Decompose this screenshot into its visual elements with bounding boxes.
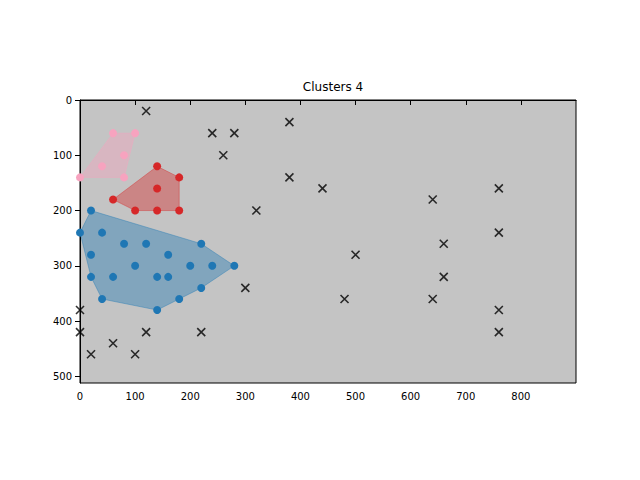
svg-text:0: 0 — [77, 391, 83, 402]
svg-text:200: 200 — [181, 391, 200, 402]
svg-text:200: 200 — [53, 205, 72, 216]
svg-text:600: 600 — [401, 391, 420, 402]
svg-text:500: 500 — [346, 391, 365, 402]
svg-text:400: 400 — [53, 316, 72, 327]
svg-text:400: 400 — [291, 391, 310, 402]
svg-text:0: 0 — [66, 95, 72, 106]
svg-text:500: 500 — [53, 371, 72, 382]
svg-text:Clusters 4: Clusters 4 — [303, 80, 363, 94]
svg-text:700: 700 — [456, 391, 475, 402]
svg-text:100: 100 — [126, 391, 145, 402]
svg-text:300: 300 — [236, 391, 255, 402]
svg-text:300: 300 — [53, 260, 72, 271]
svg-text:100: 100 — [53, 150, 72, 161]
svg-text:800: 800 — [511, 391, 530, 402]
